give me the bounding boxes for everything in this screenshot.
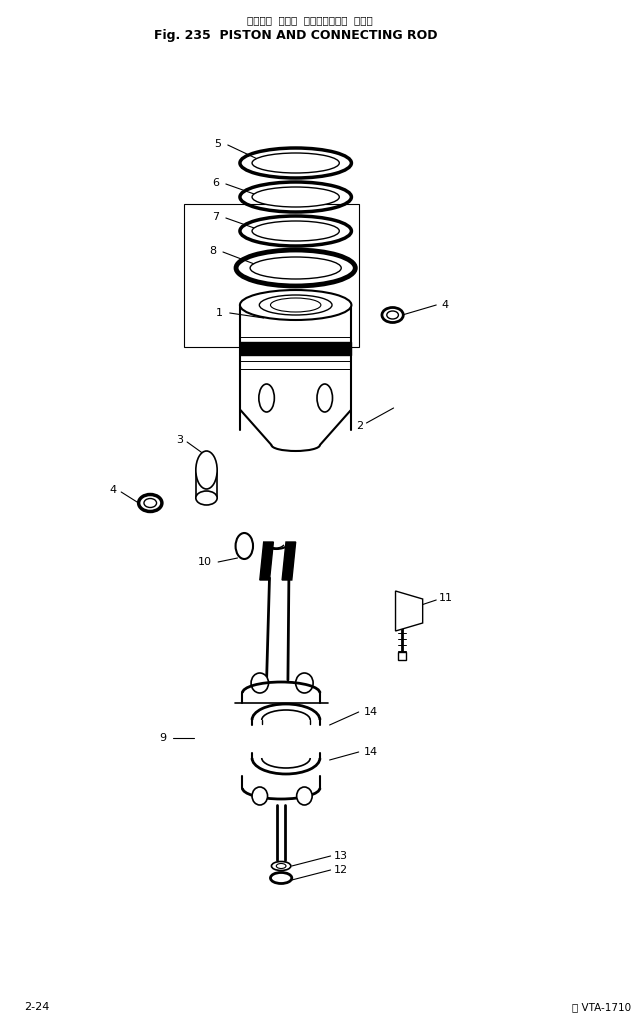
Ellipse shape: [240, 148, 351, 178]
Text: 11: 11: [439, 593, 453, 603]
Text: 8: 8: [209, 246, 216, 256]
Text: 4: 4: [109, 485, 116, 495]
Text: Fig. 235  PISTON AND CONNECTING ROD: Fig. 235 PISTON AND CONNECTING ROD: [154, 29, 437, 42]
Ellipse shape: [252, 787, 267, 805]
Ellipse shape: [387, 311, 399, 319]
Ellipse shape: [260, 294, 332, 315]
Text: 2-24: 2-24: [24, 1002, 49, 1012]
Text: 13: 13: [333, 851, 347, 861]
Text: ピストン  および  コネクティング  ロッド: ピストン および コネクティング ロッド: [247, 15, 373, 25]
Text: 7: 7: [212, 212, 219, 222]
Ellipse shape: [196, 491, 217, 505]
Ellipse shape: [297, 787, 312, 805]
Ellipse shape: [259, 384, 274, 412]
Text: 6: 6: [212, 178, 219, 187]
Text: 4: 4: [441, 300, 448, 310]
Ellipse shape: [252, 187, 339, 207]
Text: 9: 9: [160, 733, 167, 743]
Ellipse shape: [296, 673, 313, 693]
Text: 2: 2: [356, 421, 363, 431]
FancyBboxPatch shape: [399, 652, 406, 660]
Ellipse shape: [138, 494, 162, 512]
Ellipse shape: [240, 290, 351, 320]
Ellipse shape: [144, 498, 156, 507]
Text: 14: 14: [363, 747, 378, 757]
Text: 12: 12: [333, 865, 347, 875]
Ellipse shape: [240, 216, 351, 246]
Ellipse shape: [251, 673, 269, 693]
Text: 14: 14: [363, 707, 378, 717]
Ellipse shape: [236, 533, 253, 559]
Text: 5: 5: [214, 139, 221, 149]
Text: ⓘ VTA-1710: ⓘ VTA-1710: [572, 1002, 631, 1012]
Ellipse shape: [271, 872, 292, 883]
Polygon shape: [395, 591, 422, 631]
Ellipse shape: [196, 451, 217, 489]
Ellipse shape: [250, 257, 341, 279]
Text: 3: 3: [176, 435, 183, 445]
Ellipse shape: [271, 861, 291, 870]
Ellipse shape: [240, 182, 351, 212]
Text: 1: 1: [216, 308, 223, 318]
Ellipse shape: [276, 863, 286, 868]
Ellipse shape: [252, 221, 339, 242]
Ellipse shape: [252, 153, 339, 173]
Polygon shape: [260, 542, 273, 580]
Polygon shape: [282, 542, 296, 580]
Text: 10: 10: [197, 557, 212, 567]
Ellipse shape: [382, 308, 403, 322]
Ellipse shape: [236, 250, 355, 286]
Ellipse shape: [317, 384, 333, 412]
Ellipse shape: [271, 298, 321, 312]
